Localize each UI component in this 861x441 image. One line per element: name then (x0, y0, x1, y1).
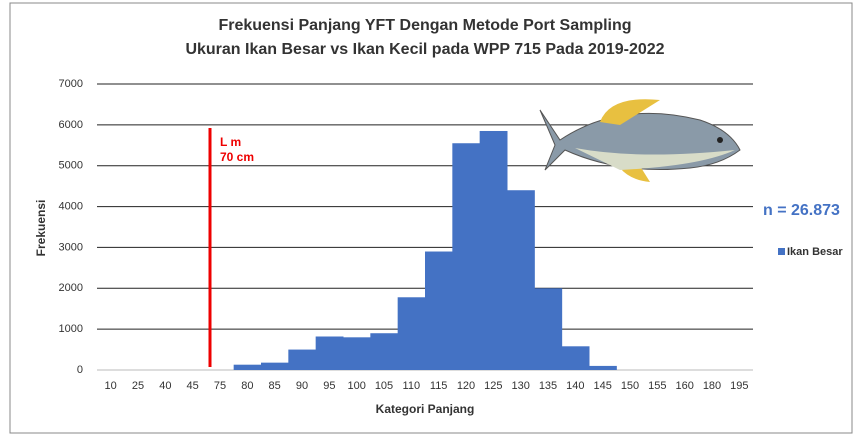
x-tick-label: 25 (132, 380, 144, 392)
x-tick-label: 40 (159, 380, 171, 392)
x-tick-label: 45 (187, 380, 199, 392)
x-tick-label: 150 (621, 380, 639, 392)
y-tick-label: 7000 (59, 78, 83, 90)
bar (561, 346, 590, 370)
x-tick-label: 155 (648, 380, 666, 392)
fish-illustration (539, 99, 741, 182)
bar (288, 349, 317, 370)
n-label: n = 26.873 (763, 202, 840, 219)
y-tick-label: 0 (77, 364, 83, 376)
legend-label: Ikan Besar (787, 246, 843, 258)
bar (315, 336, 344, 370)
chart-subtitle: Ukuran Ikan Besar vs Ikan Kecil pada WPP… (185, 41, 664, 58)
x-tick-label: 180 (703, 380, 721, 392)
bar (261, 362, 289, 370)
x-tick-label: 95 (323, 380, 335, 392)
bar (370, 333, 399, 370)
y-axis-label: Frekuensi (34, 200, 48, 257)
y-tick-label: 2000 (59, 282, 83, 294)
y-tick-label: 5000 (59, 160, 83, 172)
bar (507, 190, 535, 370)
x-tick-label: 140 (566, 380, 584, 392)
chart-title: Frekuensi Panjang YFT Dengan Metode Port… (218, 17, 631, 34)
bar (452, 143, 481, 370)
y-tick-label: 1000 (59, 323, 83, 335)
x-tick-label: 110 (403, 380, 421, 392)
lm-value: 70 cm (220, 150, 254, 164)
legend-swatch (778, 248, 785, 255)
x-tick-label: 145 (593, 380, 611, 392)
x-tick-label: 100 (347, 380, 365, 392)
y-tick-label: 6000 (59, 119, 83, 131)
x-tick-label: 160 (675, 380, 693, 392)
x-tick-label: 75 (214, 380, 226, 392)
x-axis-label: Kategori Panjang (376, 402, 475, 416)
x-tick-label: 115 (430, 380, 448, 392)
bar (534, 288, 563, 370)
bar (425, 251, 453, 370)
x-tick-label: 105 (375, 380, 393, 392)
y-tick-label: 4000 (59, 200, 83, 212)
x-tick-label: 120 (457, 380, 475, 392)
x-tick-label: 195 (730, 380, 748, 392)
x-tick-label: 130 (511, 380, 529, 392)
bar (343, 337, 371, 370)
x-tick-label: 85 (269, 380, 281, 392)
bar (397, 297, 426, 370)
bar (233, 364, 262, 370)
x-tick-label: 80 (241, 380, 253, 392)
y-tick-label: 3000 (59, 241, 83, 253)
x-tick-label: 10 (105, 380, 117, 392)
bar (589, 365, 617, 370)
x-tick-label: 125 (484, 380, 502, 392)
bar (479, 130, 508, 370)
lm-label: L m (220, 135, 241, 149)
x-tick-label: 135 (539, 380, 557, 392)
x-tick-label: 90 (296, 380, 308, 392)
